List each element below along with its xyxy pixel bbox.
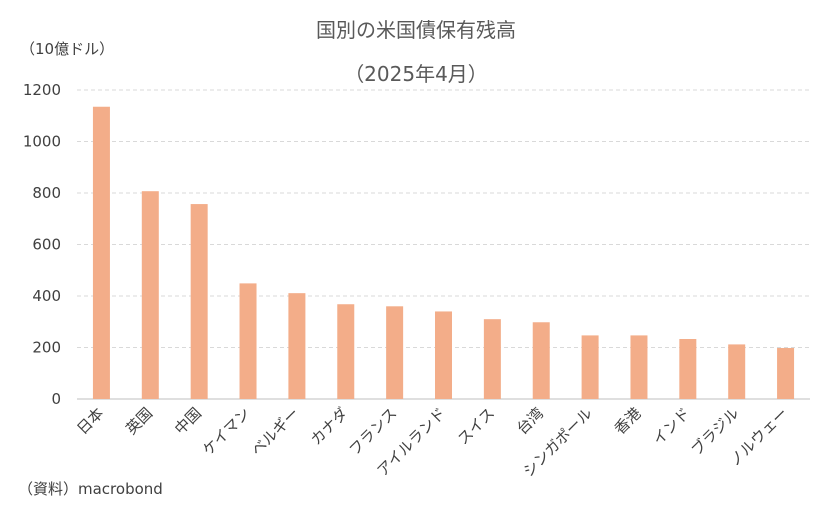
bar-15 [777,348,795,399]
chart-subtitle: （2025年4月） [344,62,488,86]
bar-7 [386,306,404,399]
bar-9 [483,319,501,399]
x-category-label: スイス [454,404,498,448]
y-axis-unit-label: （10億ドル） [20,40,115,58]
bar-12 [630,335,648,399]
bar-13 [679,339,697,399]
bar-10 [532,322,550,399]
x-category-label: カナダ [307,404,352,449]
bar-6 [337,304,355,399]
x-category-label: 香港 [611,404,645,438]
y-tick-label: 400 [32,287,61,305]
y-tick-label: 600 [32,236,61,254]
x-category-label: 中国 [171,404,205,438]
bar-1 [92,106,110,400]
y-tick-label: 1200 [23,81,61,99]
source-note: （資料）macrobond [18,480,163,498]
bar-14 [728,344,746,399]
bar-8 [435,311,452,399]
bar-2 [141,191,159,399]
x-category-label: 英国 [122,404,156,438]
bar-3 [190,204,208,399]
chart-title: 国別の米国債保有残高 [316,18,516,42]
x-category-label: 日本 [73,404,107,438]
y-tick-label: 0 [51,390,61,408]
x-category-label: インド [649,404,694,449]
bar-11 [581,335,599,399]
y-tick-label: 1000 [23,133,61,151]
bar-5 [288,293,306,399]
x-category-label: ベルギー [248,404,303,459]
y-tick-label: 800 [32,184,61,202]
y-tick-label: 200 [32,339,61,357]
x-category-label: 台湾 [513,404,547,438]
bar-4 [239,283,257,399]
x-category-label: ケイマン [199,404,254,459]
